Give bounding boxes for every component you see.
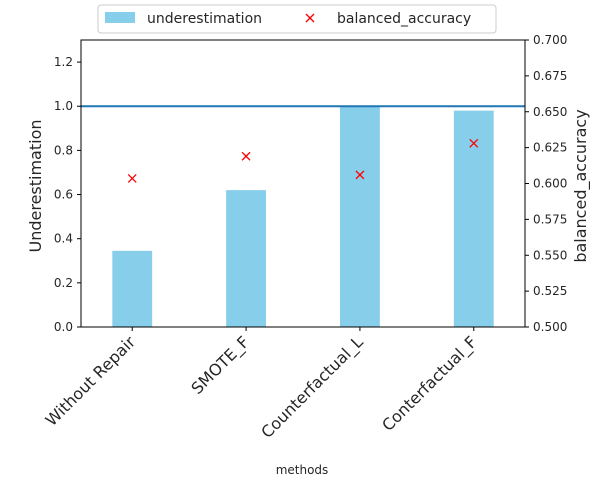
bar-3 [340,106,380,327]
bar-1 [112,250,153,327]
right-tick-label: 0.675 [533,69,567,83]
right-tick-label: 0.575 [533,212,567,226]
left-tick-label: 0.6 [54,188,73,202]
marker-stroke [469,138,479,148]
x-axis-label: methods [276,463,329,477]
right-tick-label: 0.700 [533,33,567,47]
left-tick-label: 1.2 [54,55,73,69]
left-tick-label: 0.8 [54,143,73,157]
x-axis: Without Repair SMOTE_F Counterfactual_L Con… [42,327,481,443]
marker-2 [241,151,251,161]
legend-label: underestimation [147,11,262,27]
marker-stroke [241,151,251,161]
legend: underestimation balanced_accuracy [97,4,497,34]
y-axis-label-left: Underestimation [26,119,45,252]
marker-1 [127,174,137,183]
right-tick-label: 0.625 [533,141,567,155]
left-tick-label: 1.0 [54,99,73,113]
y-axis-label-right: balanced_accuracy [571,109,591,262]
legend-label: balanced_accuracy [337,11,471,27]
left-tick-label: 0.0 [54,320,73,334]
x-tick-label: Conterfactual_F [378,332,481,435]
x-tick-label: SMOTE_F [187,332,253,398]
marker-stroke [127,174,137,183]
x-tick-label: Without Repair [42,332,140,430]
right-tick-label: 0.550 [533,248,567,262]
legend-swatch-marker [305,13,315,23]
bar-4 [453,110,494,328]
marker-4 [469,138,479,148]
legend-box [97,4,497,34]
right-tick-label: 0.525 [533,284,567,298]
bars-layer [112,106,494,328]
right-tick-label: 0.500 [533,320,567,334]
left-tick-label: 0.4 [54,232,73,246]
markers-layer [127,138,479,183]
x-tick-label: Counterfactual_L [257,332,367,442]
left-axis: 0.0 0.2 0.4 0.6 0.8 1.0 1.2 [54,55,81,334]
right-axis: 0.500 0.525 0.550 0.575 0.600 0.625 0.650 0.675… [525,33,567,334]
right-tick-label: 0.650 [533,105,567,119]
bar-2 [226,190,266,327]
left-tick-label: 0.2 [54,276,73,290]
marker-3 [355,170,365,180]
legend-swatch-bar [105,12,135,23]
marker-stroke [355,170,365,180]
right-tick-label: 0.600 [533,177,567,191]
